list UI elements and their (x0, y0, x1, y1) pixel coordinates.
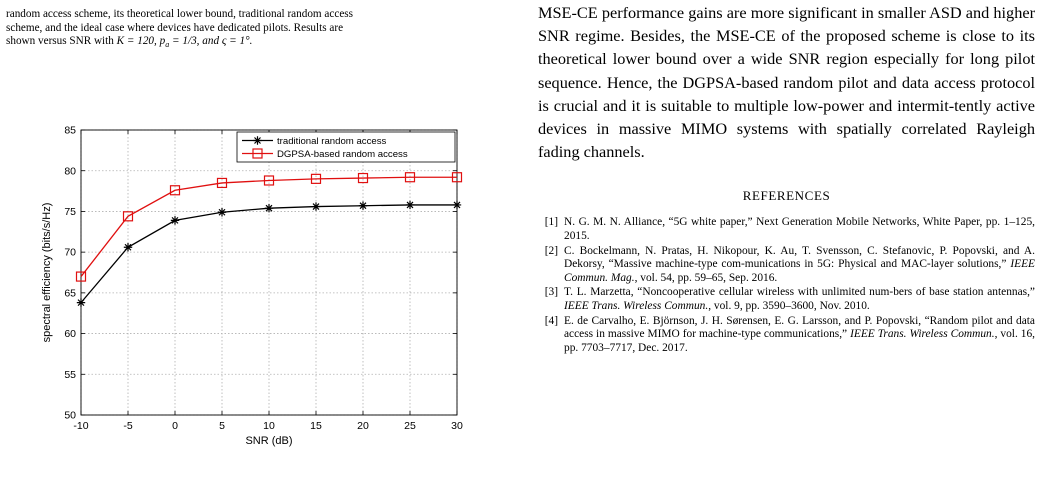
x-tick-label: -10 (73, 420, 88, 432)
caption-math-k: K = 120, p (116, 35, 166, 47)
data-point-series-2 (122, 211, 134, 222)
data-point-series-2 (357, 172, 369, 184)
caption-line-3-prefix: shown versus SNR with (6, 35, 117, 47)
reference-authors-title: C. Bockelmann, N. Pratas, H. Nikopour, K… (564, 244, 1035, 271)
y-axis-label: spectral efficiency (bits/s/Hz) (41, 203, 53, 343)
data-point-series-2 (169, 185, 181, 196)
data-point-series-1 (123, 243, 133, 252)
data-point-series-1 (217, 208, 227, 217)
reference-number: [1] (544, 216, 558, 229)
data-point-series-1 (405, 200, 415, 210)
data-point-series-1 (311, 202, 321, 211)
caption-line-1: random access scheme, its theoretical lo… (6, 8, 353, 20)
data-point-series-1 (76, 298, 86, 307)
reference-details: , vol. 16, pp. 7703–7717, Dec. 2017. (564, 328, 1035, 354)
reference-text: C. Bockelmann, N. Pratas, H. Nikopour, K… (564, 245, 1035, 286)
x-tick-label: 25 (404, 420, 416, 432)
x-axis-label: SNR (dB) (245, 435, 292, 447)
reference-item: [1] N. G. M. N. Alliance, “5G white paper… (538, 216, 1035, 243)
reference-number: [4] (544, 314, 558, 327)
reference-details: , vol. 9, pp. 3590–3600, Nov. 2010. (708, 299, 870, 312)
reference-item: [4] E. de Carvalho, E. Björnson, J. H. Sø… (538, 315, 1035, 356)
data-point-series-1 (358, 201, 368, 210)
data-point-series-2 (75, 271, 87, 282)
reference-item: [3] T. L. Marzetta, “Noncooperative cellu… (538, 286, 1035, 313)
reference-venue: IEEE Trans. Wireless Commun. (850, 328, 995, 341)
reference-number: [3] (544, 286, 558, 299)
legend-box (236, 131, 456, 163)
reference-number: [2] (544, 244, 558, 257)
x-tick-label: 30 (451, 420, 463, 432)
reference-item: [2] C. Bockelmann, N. Pratas, H. Nikopour… (538, 245, 1035, 286)
reference-text: N. G. M. N. Alliance, “5G white paper,” … (564, 216, 1035, 243)
y-tick-label: 85 (64, 125, 76, 137)
reference-authors-title: N. G. M. N. Alliance, “5G white paper,” … (564, 216, 1035, 243)
data-point-series-2 (404, 172, 416, 183)
data-point-series-2 (451, 172, 463, 183)
legend-swatch-marker (253, 136, 262, 145)
data-point-series-2 (216, 177, 228, 189)
legend-label: DGPSA-based random access (277, 149, 408, 160)
y-tick-label: 75 (64, 206, 76, 218)
series-line-2 (80, 176, 457, 277)
y-tick-label: 80 (64, 165, 76, 177)
reference-authors-title: E. de Carvalho, E. Björnson, J. H. Søren… (564, 314, 1035, 341)
caption-math-sub: a (165, 40, 170, 50)
data-point-series-1 (452, 200, 462, 210)
y-tick-label: 50 (64, 410, 76, 422)
legend-label: traditional random access (277, 136, 387, 147)
reference-details: , vol. 54, pp. 59–65, Sep. 2016. (634, 271, 778, 284)
x-tick-label: 20 (357, 420, 369, 432)
y-tick-label: 70 (64, 247, 76, 259)
data-point-series-2 (310, 173, 322, 184)
x-tick-label: -5 (123, 420, 132, 432)
x-tick-label: 5 (219, 420, 225, 432)
reference-text: E. de Carvalho, E. Björnson, J. H. Søren… (564, 315, 1035, 356)
data-point-series-2 (263, 175, 275, 186)
y-tick-label: 65 (64, 287, 76, 299)
right-column: MSE-CE performance gains are more signif… (538, 0, 1035, 356)
body-paragraph: MSE-CE performance gains are more signif… (538, 3, 1035, 162)
legend-swatch-marker (252, 148, 263, 159)
references-heading: REFERENCES (742, 188, 831, 204)
chart-svg: -10 -5 0 5 10 15 20 25 30 50 55 60 65 70 75 80 85 SNR (dB… (41, 125, 463, 447)
caption-math-rest: = 1/3, and ς = 1°. (169, 35, 253, 47)
references-list: [1] N. G. M. N. Alliance, “5G white paper… (538, 216, 1035, 355)
y-tick-label: 60 (64, 328, 76, 340)
reference-text: T. L. Marzetta, “Noncooperative cellular… (564, 286, 1035, 313)
data-point-series-1 (170, 216, 180, 225)
reference-venue: IEEE Commun. Mag. (564, 258, 1035, 284)
spectral-efficiency-chart: -10 -5 0 5 10 15 20 25 30 50 55 60 65 70 75 80 85 SNR (dB… (0, 118, 520, 484)
y-tick-label: 55 (64, 369, 76, 381)
data-point-series-1 (264, 203, 274, 213)
figure-caption: random access scheme, its theoretical lo… (6, 8, 510, 52)
x-tick-label: 15 (310, 420, 322, 432)
reference-venue: IEEE Trans. Wireless Commun. (564, 299, 709, 312)
x-tick-label: 0 (172, 420, 178, 432)
caption-line-2: scheme, and the ideal case where devices… (6, 21, 344, 34)
reference-authors-title: T. L. Marzetta, “Noncooperative cellular… (564, 286, 1035, 299)
x-tick-label: 10 (263, 420, 275, 432)
